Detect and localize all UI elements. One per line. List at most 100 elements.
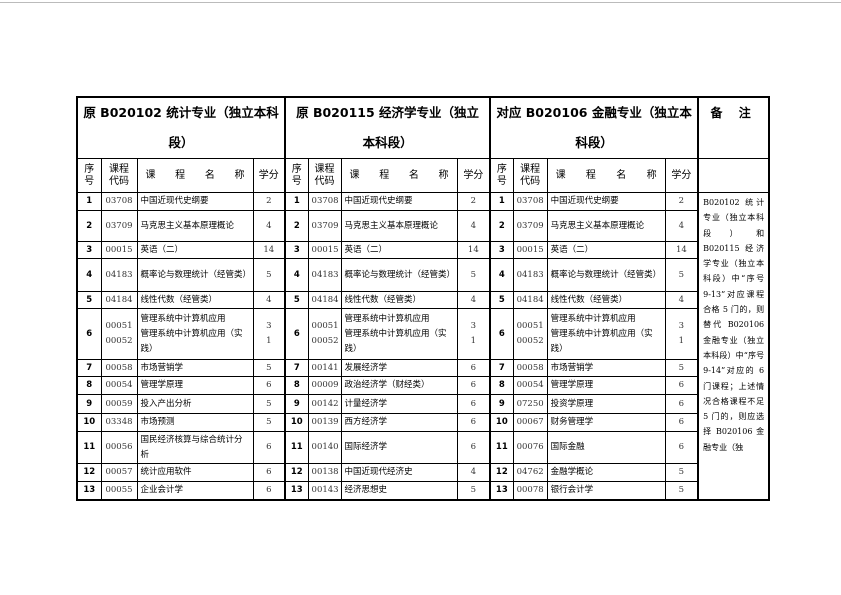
- table-row: 5 04184 线性代数（经管类） 4 5 04184 线性代数（经管类） 4 5 04184 线性…: [76, 291, 769, 309]
- row-seq: 1: [489, 192, 514, 211]
- row-seq: 11: [76, 431, 102, 464]
- course-name: 中国近现代史纲要: [340, 192, 458, 211]
- course-name: 经济思想史: [340, 481, 458, 500]
- course-credits: 14: [664, 241, 699, 259]
- course-credits: 6: [456, 359, 491, 377]
- table-row: 4 04183 概率论与数理统计（经管类） 5 4 04183 概率论与数理统计（经管类） 5…: [76, 258, 769, 292]
- course-credits: 5: [252, 258, 286, 292]
- group-title-finance: 对应 B020106 金融专业（独立本科段）: [489, 96, 699, 159]
- row-seq: 3: [489, 241, 514, 259]
- table-row: 9 00059 投入产出分析 5 9 00142 计量经济学 6 9 07250 投资学原理 6: [76, 394, 769, 414]
- row-seq: 2: [489, 210, 514, 242]
- course-code: 03708: [307, 192, 342, 211]
- course-code: 00054: [512, 376, 548, 395]
- course-credits: 6: [664, 413, 699, 432]
- row-seq: 1: [284, 192, 309, 211]
- course-credits: 5: [664, 359, 699, 377]
- course-code: 00015: [100, 241, 138, 259]
- group-title-statistics: 原 B020102 统计专业（独立本科段）: [76, 96, 286, 159]
- table-row: 12 00057 统计应用软件 6 12 00138 中国近现代经济史 4 12 04762 金融学…: [76, 463, 769, 482]
- course-name: 马克思主义基本原理概论: [546, 210, 666, 242]
- course-name-line: 管理系统中计算机应用（实践）: [550, 328, 653, 354]
- course-name-line: 管理系统中计算机应用: [344, 313, 430, 324]
- course-name: 线性代数（经管类）: [546, 291, 666, 309]
- course-credits-line: 3: [678, 321, 685, 331]
- course-name: 中国近现代史纲要: [136, 192, 254, 211]
- course-code: 00055: [100, 481, 138, 500]
- course-code: 03708: [100, 192, 138, 211]
- row-seq: 12: [284, 463, 309, 482]
- course-credits: 5: [252, 394, 286, 414]
- course-code: 00056: [100, 431, 138, 464]
- table-row: 11 00056 国民经济核算与综合统计分析 6 11 00140 国际经济学 6 11 0007…: [76, 431, 769, 464]
- row-seq: 4: [489, 258, 514, 292]
- course-credits: 5: [456, 258, 491, 292]
- course-name: 西方经济学: [340, 413, 458, 432]
- course-credits: 14: [456, 241, 491, 259]
- row-seq: 6: [76, 308, 102, 360]
- course-credits-line: 1: [470, 336, 477, 346]
- course-code: 03709: [307, 210, 342, 242]
- row-seq: 5: [76, 291, 102, 309]
- course-name: 线性代数（经管类）: [136, 291, 254, 309]
- course-code: 00015: [307, 241, 342, 259]
- table-row: 2 03709 马克思主义基本原理概论 4 2 03709 马克思主义基本原理概论 4 2 037…: [76, 210, 769, 242]
- row-seq: 6: [284, 308, 309, 360]
- row-seq: 9: [284, 394, 309, 414]
- course-code-line: 00052: [516, 336, 544, 346]
- course-name: 概率论与数理统计（经管类）: [546, 258, 666, 292]
- course-name: 管理系统中计算机应用 管理系统中计算机应用（实践）: [340, 308, 458, 360]
- course-credits: 6: [664, 376, 699, 395]
- header-seq: 序号: [489, 158, 514, 193]
- course-credits: 6: [456, 394, 491, 414]
- course-credits: 6: [252, 481, 286, 500]
- course-name-line: 管理系统中计算机应用: [140, 313, 226, 324]
- remarks-header: 备 注: [697, 96, 770, 159]
- course-code-line: 00052: [105, 336, 133, 346]
- course-name: 概率论与数理统计（经管类）: [340, 258, 458, 292]
- row-seq: 7: [76, 359, 102, 377]
- course-name: 市场营销学: [546, 359, 666, 377]
- course-credits: 6: [456, 376, 491, 395]
- header-credits: 学分: [252, 158, 286, 193]
- course-name: 中国近现代经济史: [340, 463, 458, 482]
- course-name-line: 管理系统中计算机应用（实践）: [140, 328, 243, 354]
- row-seq: 9: [489, 394, 514, 414]
- course-code: 07250: [512, 394, 548, 414]
- row-seq: 10: [489, 413, 514, 432]
- course-credits: 6: [664, 431, 699, 464]
- course-code: 00058: [100, 359, 138, 377]
- course-credits: 5: [252, 359, 286, 377]
- course-code: 00057: [100, 463, 138, 482]
- course-name: 概率论与数理统计（经管类）: [136, 258, 254, 292]
- course-credits-line: 3: [470, 321, 477, 331]
- course-code: 04183: [100, 258, 138, 292]
- course-name: 管理系统中计算机应用管理系统中计算机应用（实践）: [546, 308, 666, 360]
- course-credits: 6: [252, 376, 286, 395]
- course-code-line: 00051: [311, 321, 339, 331]
- course-credits: 5: [664, 463, 699, 482]
- course-code: 00076: [512, 431, 548, 464]
- course-credits: 5: [664, 481, 699, 500]
- row-seq: 1: [76, 192, 102, 211]
- course-credits: 5: [456, 481, 491, 500]
- course-name: 国际经济学: [340, 431, 458, 464]
- course-name: 英语（二）: [136, 241, 254, 259]
- course-code: 00051 00052: [100, 308, 138, 360]
- course-code: 00140: [307, 431, 342, 464]
- course-credits-line: 1: [678, 336, 685, 346]
- course-name: 计量经济学: [340, 394, 458, 414]
- row-seq: 13: [489, 481, 514, 500]
- row-seq: 12: [76, 463, 102, 482]
- course-credits: 2: [252, 192, 286, 211]
- course-credits-line: 1: [266, 336, 272, 346]
- course-name-line: 管理系统中计算机应用: [550, 313, 636, 324]
- row-seq: 8: [284, 376, 309, 395]
- header-name: 课 程 名 称: [340, 158, 458, 193]
- row-seq: 9: [76, 394, 102, 414]
- course-name: 统计应用软件: [136, 463, 254, 482]
- course-credits: 2: [664, 192, 699, 211]
